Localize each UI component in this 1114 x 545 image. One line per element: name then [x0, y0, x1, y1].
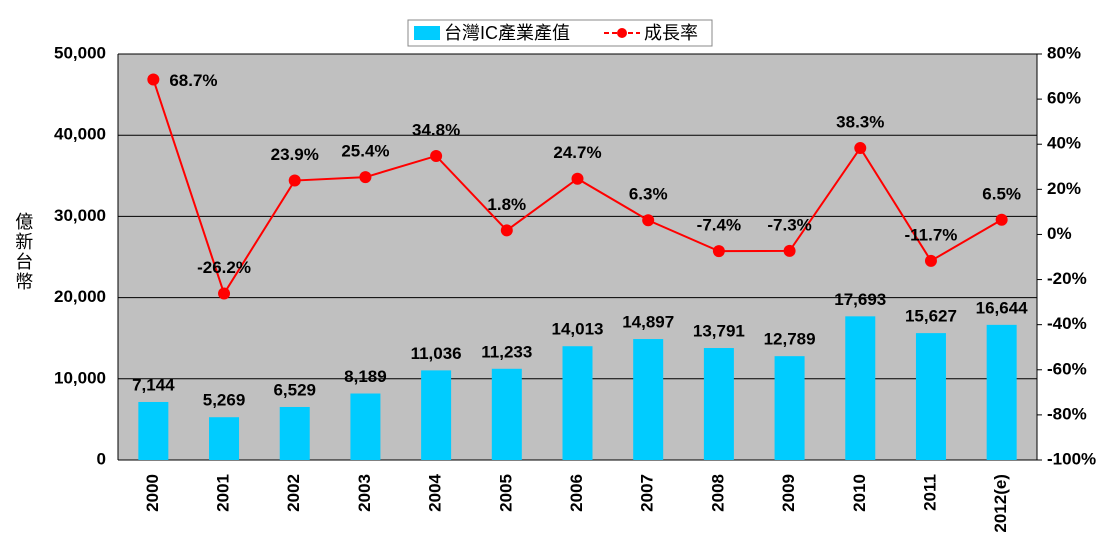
line-point [500, 224, 513, 237]
bar [138, 401, 169, 460]
legend-label: 成長率 [644, 23, 698, 43]
line-value-label: 6.5% [982, 184, 1021, 203]
line-value-label: 34.8% [412, 120, 460, 139]
x-tick-label: 2011 [920, 474, 939, 511]
line-point [854, 142, 867, 155]
line-value-label: 68.7% [169, 71, 217, 90]
y2-tick-label: -20% [1047, 269, 1087, 288]
bar-value-label: 11,036 [411, 344, 462, 363]
y-tick-label: 10,000 [54, 368, 106, 387]
legend-box [407, 19, 713, 47]
bar [703, 348, 734, 460]
line-value-label: 24.7% [553, 143, 601, 162]
line-point [642, 214, 655, 227]
y2-tick-label: 20% [1047, 179, 1081, 198]
x-tick-label: 2006 [567, 474, 586, 512]
bar-value-label: 7,144 [132, 375, 175, 394]
line-point [783, 244, 796, 257]
bar [209, 417, 240, 460]
x-tick-label: 2001 [214, 474, 233, 512]
line-point [712, 245, 725, 258]
line-value-label: 25.4% [341, 142, 389, 161]
legend-marker [617, 28, 627, 38]
bar [845, 316, 876, 460]
line-point [571, 172, 584, 185]
line-value-label: 38.3% [836, 113, 884, 132]
y-tick-label: 40,000 [54, 125, 106, 144]
line-value-label: 23.9% [271, 145, 319, 164]
y2-tick-label: 40% [1047, 134, 1081, 153]
y2-tick-label: -100% [1047, 449, 1096, 468]
bar-value-label: 8,189 [344, 367, 387, 386]
line-point [430, 149, 443, 162]
x-tick-label: 2010 [850, 474, 869, 512]
bar-value-label: 11,233 [481, 342, 532, 361]
y2-tick-label: -80% [1047, 404, 1087, 423]
y2-tick-label: -60% [1047, 359, 1087, 378]
y-tick-label: 50,000 [54, 43, 106, 62]
bar [986, 324, 1017, 460]
bar [421, 370, 452, 460]
x-tick-label: 2008 [708, 474, 727, 512]
bar [350, 393, 381, 460]
y-tick-label: 30,000 [54, 206, 106, 225]
legend-label: 台灣IC產業產值 [444, 23, 570, 43]
bar-value-label: 6,529 [273, 380, 316, 399]
x-tick-label: 2004 [426, 473, 445, 511]
bar-value-label: 17,693 [834, 290, 886, 309]
x-tick-label: 2007 [638, 474, 657, 512]
y2-tick-label: 60% [1047, 89, 1081, 108]
x-tick-label: 2005 [496, 474, 515, 512]
bar-value-label: 12,789 [764, 330, 816, 349]
line-value-label: -7.3% [767, 215, 811, 234]
bar [774, 356, 805, 460]
line-value-label: 1.8% [487, 195, 526, 214]
line-point [218, 287, 231, 300]
x-tick-label: 2012(e) [991, 474, 1010, 533]
y-tick-label: 20,000 [54, 287, 106, 306]
y-tick-label: 0 [97, 449, 106, 468]
line-value-label: -7.4% [697, 216, 741, 235]
x-tick-label: 2009 [779, 474, 798, 512]
bar-value-label: 14,897 [622, 313, 674, 332]
bar-value-label: 15,627 [905, 307, 957, 326]
y2-tick-label: 80% [1047, 43, 1081, 62]
y2-tick-label: -40% [1047, 314, 1087, 333]
y2-tick-label: 0% [1047, 224, 1072, 243]
x-tick-label: 2003 [355, 474, 374, 512]
x-tick-label: 2000 [143, 474, 162, 512]
legend-swatch [414, 26, 440, 40]
line-value-label: 6.3% [629, 185, 668, 204]
line-point [359, 171, 372, 184]
line-point [924, 254, 937, 267]
line-value-label: -26.2% [197, 258, 251, 277]
x-tick-label: 2002 [284, 474, 303, 512]
line-point [288, 174, 301, 187]
bar-value-label: 13,791 [693, 322, 745, 341]
bar-value-label: 16,644 [976, 298, 1029, 317]
y-axis-label: 億新台幣 [13, 212, 33, 292]
bar [491, 368, 522, 460]
line-point [995, 213, 1008, 226]
bar [915, 333, 946, 460]
bar [633, 339, 664, 460]
line-value-label: -11.7% [904, 225, 957, 244]
line-point [147, 73, 160, 86]
bar-value-label: 14,013 [552, 320, 604, 339]
bar [562, 346, 593, 460]
bar-value-label: 5,269 [203, 391, 246, 410]
bar [279, 406, 310, 460]
